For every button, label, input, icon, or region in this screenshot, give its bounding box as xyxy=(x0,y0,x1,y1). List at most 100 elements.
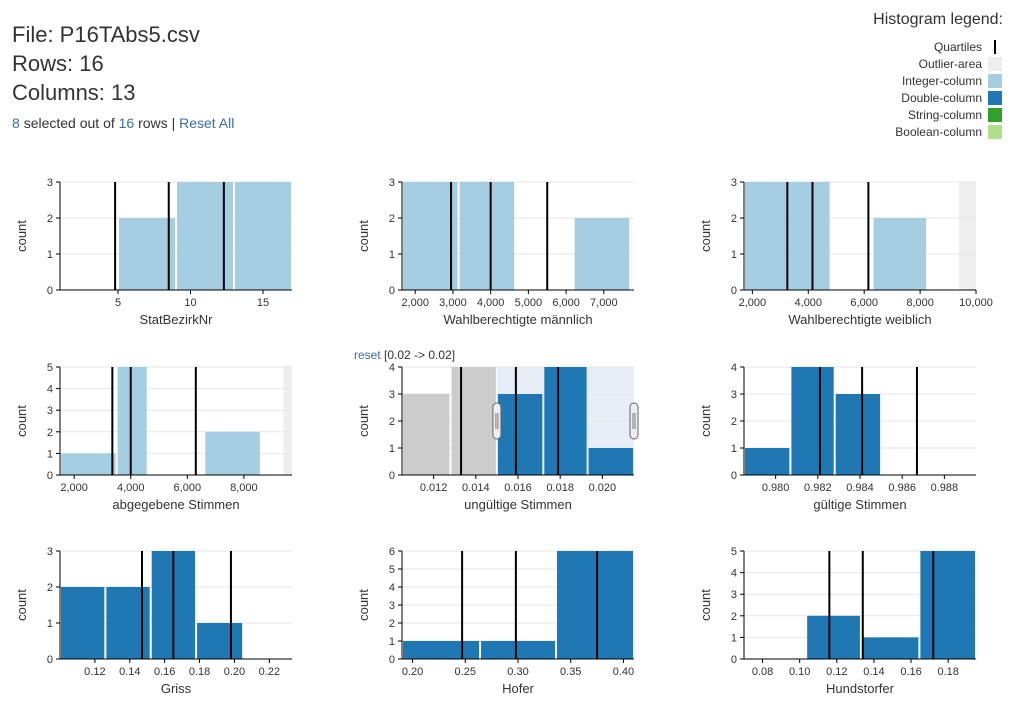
histogram-ung-ltige-stimmen: reset [0.02 -> 0.02] 0 1 2 3 4 0.012 0.014 0.016… xyxy=(354,348,639,512)
histogram-bar xyxy=(61,453,116,475)
outlier-area xyxy=(959,182,976,290)
y-tick-label: 3 xyxy=(731,389,737,401)
x-tick-label: 0.30 xyxy=(507,666,528,678)
x-tick-label: 0.35 xyxy=(560,666,581,678)
y-axis-label: count xyxy=(14,405,29,437)
rows-word: rows xyxy=(138,115,168,131)
histogram-bar xyxy=(451,367,496,475)
color-swatch-icon xyxy=(988,107,1002,122)
x-axis-label: StatBezirkNr xyxy=(140,312,214,327)
x-axis-label: Wahlberechtigte männlich xyxy=(443,312,592,327)
y-tick-label: 1 xyxy=(731,249,737,261)
selected-count: 8 xyxy=(12,115,20,131)
y-tick-label: 1 xyxy=(389,443,395,455)
x-tick-label: 5,000 xyxy=(515,297,543,309)
x-tick-label: 7,000 xyxy=(590,297,618,309)
histogram-bar xyxy=(873,218,927,290)
y-tick-label: 3 xyxy=(389,600,395,612)
y-tick-label: 2 xyxy=(389,416,395,428)
x-tick-label: 0.18 xyxy=(189,666,210,678)
histogram-bar xyxy=(61,587,105,659)
brush-handle[interactable] xyxy=(492,402,502,440)
brush-handle[interactable] xyxy=(629,402,639,440)
histogram-bar xyxy=(403,641,480,659)
y-tick-label: 3 xyxy=(731,177,737,189)
x-tick-label: 0.20 xyxy=(402,666,423,678)
y-tick-label: 3 xyxy=(731,589,737,601)
histogram-bar xyxy=(588,448,633,475)
x-tick-label: 8,000 xyxy=(230,482,258,494)
x-tick-label: 0.12 xyxy=(84,666,105,678)
outlier-area xyxy=(283,367,292,475)
histogram-bar xyxy=(861,637,919,659)
file-name: File: P16TAbs5.csv xyxy=(12,22,200,47)
histogram-bar xyxy=(106,587,150,659)
x-tick-label: 0.984 xyxy=(846,482,874,494)
x-tick-label: 0.986 xyxy=(888,482,916,494)
y-axis-label: count xyxy=(698,220,713,252)
y-tick-label: 1 xyxy=(389,636,395,648)
brush-handle-grip[interactable] xyxy=(492,402,502,440)
histogram-legend: Histogram legend: Quartiles Outlier-area I… xyxy=(803,11,1003,140)
legend-item-outlier-area: Outlier-area xyxy=(803,55,1003,72)
reset-all-link[interactable]: Reset All xyxy=(179,115,235,131)
x-tick-label: 0.14 xyxy=(863,666,884,678)
y-tick-label: 3 xyxy=(389,389,395,401)
histogram-bar xyxy=(791,367,834,475)
x-tick-label: 2,000 xyxy=(739,297,767,309)
x-tick-label: 0.20 xyxy=(224,666,245,678)
x-tick-label: 4,000 xyxy=(117,482,145,494)
histogram-bar xyxy=(205,431,260,475)
x-tick-label: 0.22 xyxy=(259,666,280,678)
histogram-bar xyxy=(197,623,243,659)
x-tick-label: 0.982 xyxy=(804,482,832,494)
x-axis-label: Hofer xyxy=(502,681,534,696)
total-count: 16 xyxy=(118,115,135,131)
brush-handle-grip[interactable] xyxy=(629,402,639,440)
x-tick-label: 6,000 xyxy=(552,297,580,309)
histogram-bar xyxy=(117,367,147,475)
y-tick-label: 3 xyxy=(389,177,395,189)
histogram-bar xyxy=(807,615,860,659)
x-tick-label: 10,000 xyxy=(959,297,993,309)
y-tick-label: 1 xyxy=(47,618,53,630)
legend-item-label: String-column xyxy=(907,107,982,122)
x-axis-label: gültige Stimmen xyxy=(813,497,906,512)
legend-item-label: Quartiles xyxy=(933,39,982,54)
y-tick-label: 0 xyxy=(47,470,53,482)
histogram-bar xyxy=(835,394,881,475)
histogram-bar xyxy=(403,182,458,290)
x-tick-label: 0.980 xyxy=(762,482,790,494)
x-tick-label: 3,000 xyxy=(439,297,467,309)
x-tick-label: 0.25 xyxy=(455,666,476,678)
column-count: Columns: 13 xyxy=(12,80,136,105)
y-tick-label: 4 xyxy=(389,582,395,594)
x-tick-label: 0.016 xyxy=(504,482,532,494)
x-tick-label: 0.988 xyxy=(931,482,959,494)
y-tick-label: 1 xyxy=(47,249,53,261)
y-axis-label: count xyxy=(356,220,371,252)
x-tick-label: 0.020 xyxy=(589,482,617,494)
y-axis-label: count xyxy=(356,589,371,621)
x-tick-label: 0.08 xyxy=(752,666,773,678)
histogram-wahlberechtigte-weiblich: 0 1 2 3 2,000 4,000 6,000 8,000 10,000 Wahlberech… xyxy=(698,177,993,327)
y-tick-label: 4 xyxy=(389,362,395,374)
file-info: File: P16TAbs5.csv Rows: 16 Columns: 13 xyxy=(12,20,200,107)
histogram-bar xyxy=(119,218,175,290)
legend-item-string-column: String-column xyxy=(803,106,1003,123)
histogram-g-ltige-stimmen: 0 1 2 3 4 0.980 0.982 0.984 0.986 0.988 gültige St… xyxy=(698,362,976,512)
color-swatch-icon xyxy=(988,73,1002,88)
y-tick-label: 5 xyxy=(389,564,395,576)
reset-filter-link[interactable]: reset xyxy=(354,348,381,362)
row-count: Rows: 16 xyxy=(12,51,104,76)
x-tick-label: 0.012 xyxy=(420,482,448,494)
x-tick-label: 10 xyxy=(184,297,196,309)
y-tick-label: 5 xyxy=(731,546,737,558)
y-tick-label: 1 xyxy=(731,632,737,644)
x-axis-label: abgegebene Stimmen xyxy=(112,497,239,512)
separator: | xyxy=(171,115,176,131)
histogram-abgegebene-stimmen: 0 1 2 3 4 5 2,000 4,000 6,000 8,000 abgegebene Sti… xyxy=(14,362,292,512)
histogram-bar xyxy=(459,182,515,290)
x-tick-label: 15 xyxy=(257,297,269,309)
y-tick-label: 2 xyxy=(389,618,395,630)
